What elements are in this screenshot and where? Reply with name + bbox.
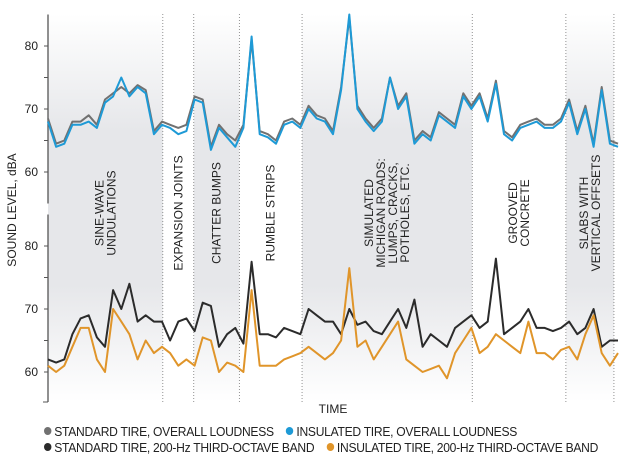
legend-dot-icon	[326, 443, 335, 451]
legend-label: STANDARD TIRE, OVERALL LOUDNESS	[54, 424, 274, 439]
series-line-standard-tire-200-hz-third-octave-band	[47, 257, 618, 364]
y-tick-label: 70	[25, 102, 39, 116]
legend-item: INSULATED TIRE, OVERALL LOUDNESS	[286, 424, 517, 439]
section-label: GROOVED	[506, 182, 520, 244]
section-label: SINE-WAVE	[92, 180, 106, 246]
section-label: EXPANSION JOINTS	[171, 155, 185, 270]
legend-dot-icon	[286, 427, 294, 435]
legend-label: INSULATED TIRE, 200-Hz THIRD-OCTAVE BAND	[336, 440, 599, 455]
section-label: CONCRETE	[518, 179, 532, 246]
y-tick-label: 60	[25, 365, 39, 379]
legend-row-1: STANDARD TIRE, OVERALL LOUDNESS INSULATE…	[44, 424, 526, 439]
section-label: MICHIGAN ROADS:	[374, 158, 388, 267]
y-tick-label: 80	[25, 39, 39, 53]
section-label: SIMULATED	[362, 179, 376, 247]
legend-row-2: STANDARD TIRE, 200-Hz THIRD-OCTAVE BAND …	[44, 440, 607, 455]
legend-item: STANDARD TIRE, OVERALL LOUDNESS	[44, 424, 274, 439]
y-axis-label: SOUND LEVEL, dBA	[5, 153, 19, 266]
y-tick-label: 70	[25, 302, 39, 316]
section-label: VERTICAL OFFSETS	[589, 155, 603, 272]
legend-item: INSULATED TIRE, 200-Hz THIRD-OCTAVE BAND	[326, 440, 599, 455]
series-line-insulated-tire-200-hz-third-octave-band	[47, 267, 619, 380]
section-label: UNDULATIONS	[104, 170, 118, 255]
section-label: POTHOLES, ETC.	[398, 163, 412, 262]
legend-item: STANDARD TIRE, 200-Hz THIRD-OCTAVE BAND	[44, 440, 315, 455]
legend-dot-icon	[44, 427, 52, 435]
section-label: RUMBLE STRIPS	[264, 165, 278, 262]
y-tick-label: 60	[25, 165, 39, 179]
y-tick-label: 80	[25, 239, 39, 253]
section-label: CHATTER BUMPS	[210, 162, 224, 264]
x-axis-label: TIME	[319, 402, 348, 416]
series-line-insulated-tire-overall-loudness	[47, 13, 619, 151]
section-label: SLABS WITH	[577, 177, 591, 250]
section-shade	[565, 14, 614, 402]
legend-label: INSULATED TIRE, OVERALL LOUDNESS	[296, 424, 518, 439]
legend-label: STANDARD TIRE, 200-Hz THIRD-OCTAVE BAND	[54, 440, 315, 455]
section-label: LUMPS, CRACKS,	[386, 162, 400, 263]
legend-dot-icon	[44, 443, 52, 451]
